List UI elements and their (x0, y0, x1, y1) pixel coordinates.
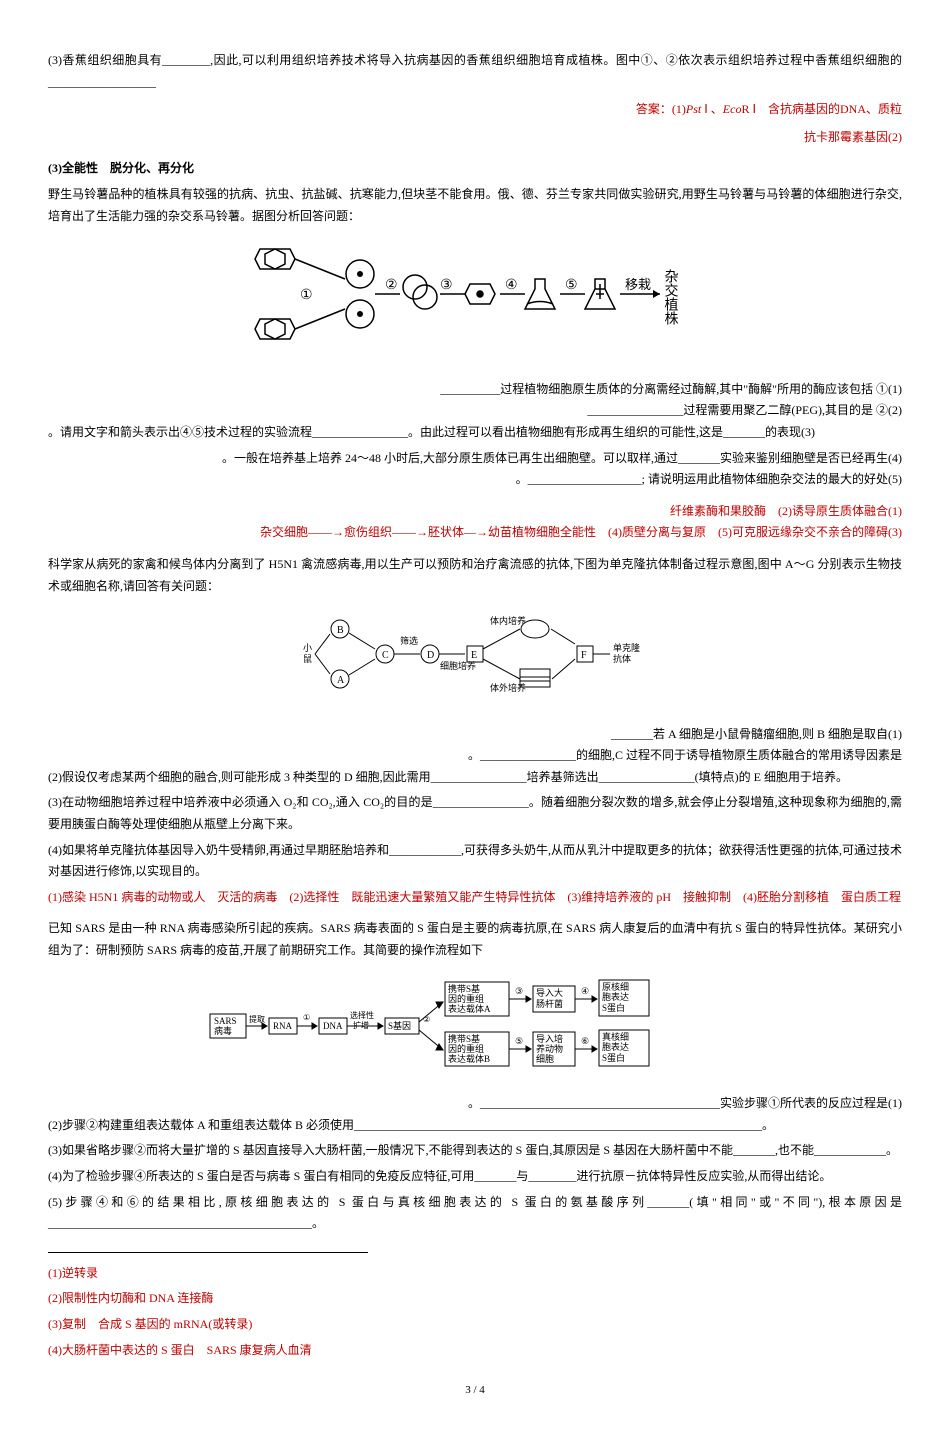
svg-text:肠杆菌: 肠杆菌 (536, 998, 563, 1009)
svg-text:选择性: 选择性 (350, 1010, 374, 1020)
h5n1-q1: _______若 A 细胞是小鼠骨髓瘤细胞,则 B 细胞是取自(1) (48, 724, 902, 746)
svg-text:②: ② (423, 1015, 430, 1024)
potato-q2: ________________过程需要用聚乙二醇(PEG),其目的是 ②(2) (48, 400, 902, 422)
potato-q4: 。一般在培养基上培养 24～48 小时后,大部分原生质体已再生出细胞壁。可以取样… (48, 448, 902, 470)
ans-label: 答案：(1) (636, 102, 686, 116)
svg-text:表达载体B: 表达载体B (448, 1053, 490, 1064)
potato-ans3: 杂交细胞――→愈伤组织――→胚状体―→幼苗植物细胞全能性 (4)质壁分离与复原 … (48, 522, 902, 544)
svg-text:养动物: 养动物 (536, 1043, 563, 1054)
sars-diagram: SARS病毒 提取 RNA ① DNA 选择性 扩增 S基因 ② 携带S基因的重… (48, 974, 902, 1082)
h5n1-intro: 科学家从病死的家禽和候鸟体内分离到了 H5N1 禽流感病毒,用以生产可以预防和治… (48, 554, 902, 597)
svg-text:因的重组: 因的重组 (448, 1043, 484, 1054)
h5n1-q4: (4)如果将单克隆抗体基因导入奶牛受精卵,再通过早期胚胎培养和_________… (48, 840, 902, 883)
svg-text:D: D (427, 650, 434, 661)
svg-text:导入大: 导入大 (536, 987, 563, 998)
pq4-text: 。一般在培养基上培养 24～48 小时后,大部分原生质体已再生出细胞壁。可以取样… (222, 451, 902, 465)
svg-text:鼠: 鼠 (303, 653, 312, 664)
sars-intro: 已知 SARS 是由一种 RNA 病毒感染所引起的疾病。SARS 病毒表面的 S… (48, 918, 902, 961)
potato-q5: 。___________________; 请说明运用此植物体细胞杂交法的最大的… (48, 469, 902, 491)
sars-ans2: (2)限制性内切酶和 DNA 连接酶 (48, 1288, 902, 1310)
potato-q3: 。请用文字和箭头表示出④⑤技术过程的实验流程________________。由… (48, 422, 902, 444)
svg-text:因的重组: 因的重组 (448, 993, 484, 1004)
svg-text:②: ② (385, 278, 398, 293)
pq5-text: 。___________________; 请说明运用此植物体细胞杂交法的最大的… (516, 472, 902, 486)
svg-text:小: 小 (303, 643, 312, 653)
svg-text:F: F (581, 650, 587, 661)
svg-text:①: ① (303, 1013, 310, 1022)
sars-q2: (2)步骤②构建重组表达载体 A 和重组表达载体 B 必须使用_________… (48, 1115, 902, 1137)
page-number: 3 / 4 (48, 1381, 902, 1401)
svg-text:筛选: 筛选 (400, 635, 418, 646)
svg-text:单克隆: 单克隆 (613, 642, 640, 653)
sars-q5: (5)步骤④和⑥的结果相比,原核细胞表达的 S 蛋白与真核细胞表达的 S 蛋白的… (48, 1192, 902, 1235)
sars-ans4: (4)大肠杆菌中表达的 S 蛋白 SARS 康复病人血清 (48, 1340, 902, 1362)
svg-text:抗体: 抗体 (613, 653, 631, 664)
pq1-text: __________过程植物细胞原生质体的分离需经过酶解,其中"酶解"所用的酶应… (440, 382, 902, 396)
svg-text:③: ③ (440, 278, 453, 293)
svg-text:SARS: SARS (214, 1016, 237, 1026)
svg-text:RNA: RNA (273, 1021, 293, 1031)
potato-ans1: 纤维素酶和果胶酶 (2)诱导原生质体融合(1) (48, 501, 902, 523)
mid: Ⅰ 、 (701, 102, 723, 116)
svg-text:S蛋白: S蛋白 (602, 1002, 625, 1013)
svg-text:S基因: S基因 (388, 1020, 411, 1031)
svg-text:携带S基: 携带S基 (448, 1033, 480, 1044)
h5n1-q1b: 。________________的细胞,C 过程不同于诱导植物原生质体融合的常… (48, 745, 902, 767)
svg-text:⑤: ⑤ (515, 1036, 523, 1046)
svg-text:C: C (382, 650, 389, 661)
svg-text:胞表达: 胞表达 (602, 991, 629, 1002)
h5n1-q2: (2)假设仅考虑某两个细胞的融合,则可能形成 3 种类型的 D 细胞,因此需用_… (48, 767, 902, 789)
eco: Eco (723, 102, 742, 116)
svg-text:扩增: 扩增 (353, 1020, 369, 1030)
sars-ans1: (1)逆转录 (48, 1263, 902, 1285)
svg-text:①: ① (300, 288, 313, 303)
svg-text:DNA: DNA (323, 1021, 343, 1031)
svg-text:病毒: 病毒 (214, 1025, 232, 1036)
pst: Pst (686, 102, 701, 116)
q1-answer: 答案：(1)Pst Ⅰ 、EcoR Ⅰ 含抗病基因的DNA、质粒 (48, 99, 902, 121)
svg-text:⑤: ⑤ (565, 278, 578, 293)
svg-text:导入培: 导入培 (536, 1033, 563, 1044)
potato-diagram: ① ② ③ ④ ⑤ (48, 239, 902, 367)
h5n1-diagram: B A C 筛选 D 细胞培养 E 体内培养 体外培养 F 单克隆 抗体 (48, 609, 902, 712)
q1-answer2: 抗卡那霉素基因(2) (48, 127, 902, 149)
svg-text:原核细: 原核细 (602, 981, 629, 992)
q1-text: (3)香蕉组织细胞具有________,因此,可以利用组织培养技术将导入抗病基因… (48, 50, 902, 93)
svg-text:B: B (337, 625, 344, 636)
potato-q1: __________过程植物细胞原生质体的分离需经过酶解,其中"酶解"所用的酶应… (48, 379, 902, 401)
q3-heading: (3)全能性 脱分化、再分化 (48, 158, 902, 180)
svg-text:A: A (337, 675, 345, 686)
svg-text:细胞: 细胞 (536, 1053, 554, 1064)
svg-text:⑥: ⑥ (581, 1036, 589, 1046)
svg-text:提取: 提取 (249, 1014, 265, 1024)
h5n1-q3: (3)在动物细胞培养过程中培养液中必须通入 O₂和 CO₂,通入 CO₂的目的是… (48, 792, 902, 835)
rest: R Ⅰ 含抗病基因的DNA、质粒 (741, 102, 902, 116)
svg-text:真核细: 真核细 (602, 1031, 629, 1042)
svg-text:S蛋白: S蛋白 (602, 1052, 625, 1063)
sars-q4: (4)为了检验步骤④所表达的 S 蛋白是否与病毒 S 蛋白有相同的免疫反应特征,… (48, 1166, 902, 1188)
sars-q3: (3)如果省略步骤②而将大量扩增的 S 基因直接导入大肠杆菌,一般情况下,不能得… (48, 1140, 902, 1162)
h5n1-ans: (1)感染 H5N1 病毒的动物或人 灭活的病毒 (2)选择性 既能迅速大量繁殖… (48, 887, 902, 909)
sars-ans3: (3)复制 合成 S 基因的 mRNA(或转录) (48, 1314, 902, 1336)
svg-text:④: ④ (505, 278, 518, 293)
potato-intro: 野生马铃薯品种的植株具有较强的抗病、抗虫、抗盐碱、抗寒能力,但块茎不能食用。俄、… (48, 184, 902, 227)
svg-text:④: ④ (581, 986, 589, 996)
svg-text:表达载体A: 表达载体A (448, 1003, 491, 1014)
svg-text:移栽: 移栽 (625, 277, 651, 292)
svg-text:携带S基: 携带S基 (448, 983, 480, 994)
svg-text:体内培养: 体内培养 (490, 615, 526, 626)
svg-text:③: ③ (515, 986, 523, 996)
fill-line (48, 1239, 368, 1253)
svg-text:E: E (471, 650, 477, 661)
pq2-text: ________________过程需要用聚乙二醇(PEG),其目的是 ②(2) (587, 403, 902, 417)
svg-text:胞表达: 胞表达 (602, 1041, 629, 1052)
sars-q1: 。_______________________________________… (48, 1093, 902, 1115)
svg-text:杂交植株: 杂交植株 (663, 269, 679, 325)
